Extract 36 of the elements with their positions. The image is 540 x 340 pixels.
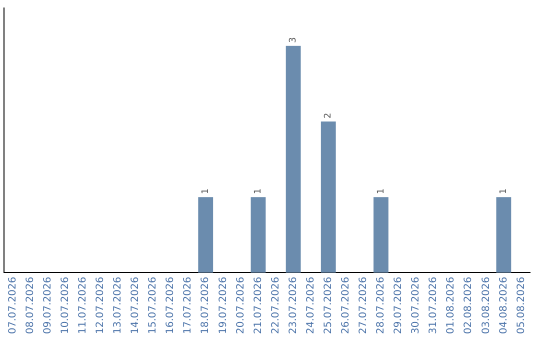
data-label: 1 — [376, 188, 386, 194]
x-tick-label: 17.07.2026 — [182, 276, 194, 334]
x-tick-label: 31.07.2026 — [428, 276, 440, 334]
x-tick-label: 19.07.2026 — [218, 276, 229, 334]
x-tick-label: 05.08.2026 — [516, 276, 527, 334]
x-tick-label: 25.07.2026 — [322, 276, 334, 334]
x-tick-label: 16.07.2026 — [165, 276, 176, 334]
data-label: 1 — [254, 188, 264, 194]
x-tick-label: 27.07.2026 — [358, 276, 370, 334]
x-tick-label: 13.07.2026 — [112, 276, 124, 334]
x-tick-label: 29.07.2026 — [393, 276, 404, 334]
x-tick-label: 08.07.2026 — [24, 276, 36, 334]
x-tick-label: 15.07.2026 — [148, 276, 159, 334]
x-tick-label: 11.07.2026 — [77, 276, 88, 334]
x-tick-label: 30.07.2026 — [410, 276, 422, 334]
x-tick-label: 03.08.2026 — [480, 276, 492, 334]
x-tick-label: 04.08.2026 — [498, 276, 510, 334]
x-tick-label: 18.07.2026 — [200, 276, 212, 334]
x-tick-label: 26.07.2026 — [340, 276, 352, 334]
x-tick-label: 02.08.2026 — [463, 276, 474, 334]
x-tick-label: 01.08.2026 — [446, 276, 457, 334]
x-tick-label: 22.07.2026 — [270, 276, 282, 334]
data-label: 3 — [288, 37, 299, 43]
x-tick-label: 28.07.2026 — [376, 276, 387, 334]
x-tick-label: 20.07.2026 — [235, 276, 246, 334]
x-tick-label: 07.07.2026 — [7, 276, 18, 334]
x-tick-label: 21.07.2026 — [252, 276, 264, 334]
data-label: 1 — [200, 188, 211, 194]
x-tick-label: 09.07.2026 — [42, 276, 54, 334]
data-label: 2 — [324, 112, 334, 118]
data-label: 1 — [499, 188, 510, 194]
x-tick-label: 12.07.2026 — [95, 276, 106, 334]
x-tick-label: 10.07.2026 — [60, 276, 71, 334]
x-tick-label: 24.07.2026 — [305, 276, 316, 334]
x-tick-label: 23.07.2026 — [288, 276, 299, 334]
x-tick-label: 14.07.2026 — [130, 276, 142, 334]
